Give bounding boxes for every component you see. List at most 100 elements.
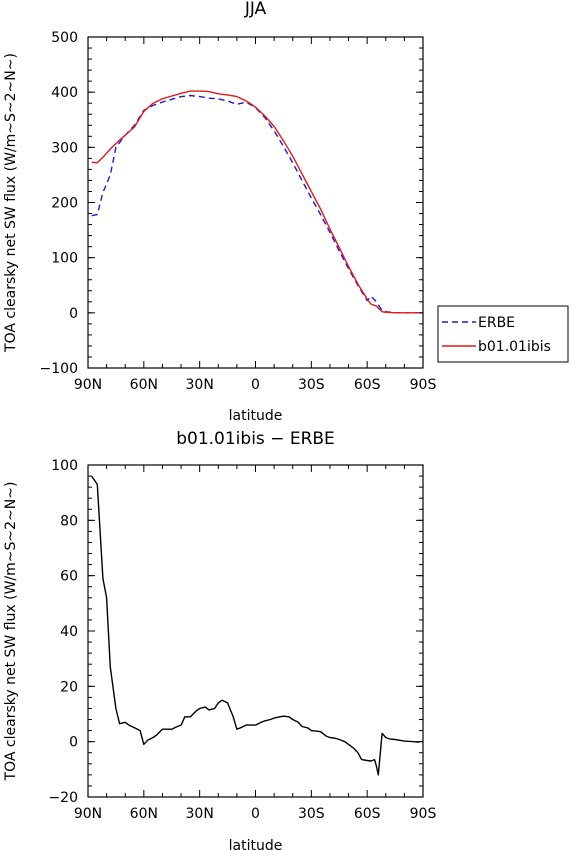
x-tick-label: 90N	[74, 377, 102, 393]
data-point	[153, 103, 154, 104]
data-point	[419, 312, 420, 313]
x-tick-label: 0	[251, 806, 260, 822]
x-axis-label: latitude	[229, 838, 283, 851]
y-tick-label: 200	[51, 196, 78, 212]
data-point	[156, 734, 157, 735]
series-line-difference	[91, 475, 420, 776]
data-point	[344, 741, 345, 742]
data-point	[329, 228, 330, 229]
data-point	[370, 303, 371, 304]
y-axis-label: TOA clearsky net SW flux (W/m~S~2~N~)	[3, 482, 19, 782]
data-point	[385, 737, 386, 738]
data-point	[376, 306, 377, 307]
data-point	[110, 148, 111, 149]
data-point	[389, 738, 390, 739]
data-point	[236, 96, 237, 97]
data-point	[404, 312, 405, 313]
data-point	[102, 157, 103, 158]
data-point	[292, 719, 293, 720]
data-point	[339, 739, 340, 740]
data-point	[184, 716, 185, 717]
data-point	[125, 722, 126, 723]
data-point	[270, 719, 271, 720]
plot-frame	[87, 36, 424, 369]
data-point	[246, 100, 247, 101]
data-point	[381, 311, 382, 312]
data-point	[385, 312, 386, 313]
data-point	[91, 475, 92, 476]
data-point	[227, 94, 228, 95]
data-point	[180, 724, 181, 725]
data-point	[274, 126, 275, 127]
data-point	[97, 214, 98, 215]
data-point	[298, 722, 299, 723]
data-point	[140, 730, 141, 731]
y-tick-label: −20	[48, 790, 78, 806]
y-axis-label: TOA clearsky net SW flux (W/m~S~2~N~)	[3, 53, 19, 353]
x-tick-label: 30S	[298, 377, 325, 393]
data-point	[378, 774, 379, 775]
data-point	[339, 247, 340, 248]
data-point	[311, 197, 312, 198]
data-point	[171, 729, 172, 730]
y-tick-label: 60	[60, 569, 78, 585]
data-point	[288, 716, 289, 717]
data-point	[354, 748, 355, 749]
data-point	[190, 716, 191, 717]
data-point	[376, 766, 377, 767]
y-tick-label: 400	[51, 85, 78, 101]
data-point	[326, 736, 327, 737]
y-tick-label: 40	[60, 624, 78, 640]
data-point	[301, 180, 302, 181]
data-point	[370, 760, 371, 761]
data-point	[162, 101, 163, 102]
data-point	[162, 98, 163, 99]
data-point	[274, 718, 275, 719]
data-point	[218, 702, 219, 703]
data-point	[335, 738, 336, 739]
data-point	[177, 726, 178, 727]
y-tick-label: 100	[51, 458, 78, 474]
data-point	[143, 744, 144, 745]
data-point	[316, 731, 317, 732]
data-point	[283, 716, 284, 717]
data-point	[208, 98, 209, 99]
x-axis-label: latitude	[229, 408, 283, 424]
data-point	[218, 93, 219, 94]
data-point	[301, 173, 302, 174]
data-point	[292, 162, 293, 163]
data-point	[91, 215, 92, 216]
data-point	[260, 722, 261, 723]
x-tick-label: 60N	[130, 377, 158, 393]
legend-label: b01.01ibis	[478, 339, 551, 355]
data-point	[214, 708, 215, 709]
legend-label: ERBE	[478, 315, 515, 331]
data-point	[236, 104, 237, 105]
data-point	[348, 266, 349, 267]
data-point	[110, 174, 111, 175]
data-point	[394, 739, 395, 740]
data-point	[274, 130, 275, 131]
y-tick-label: 0	[69, 306, 78, 322]
y-tick-label: 500	[51, 30, 78, 46]
data-point	[195, 711, 196, 712]
y-tick-label: 100	[51, 251, 78, 267]
data-point	[367, 760, 368, 761]
data-point	[357, 284, 358, 285]
data-point	[320, 209, 321, 210]
y-tick-label: 80	[60, 513, 78, 529]
y-tick-label: 300	[51, 140, 78, 156]
data-point	[283, 146, 284, 147]
data-point	[381, 733, 382, 734]
data-point	[233, 716, 234, 717]
data-point	[199, 96, 200, 97]
y-tick-label: −100	[40, 361, 78, 377]
data-point	[102, 192, 103, 193]
legend-box	[437, 305, 569, 363]
data-point	[134, 727, 135, 728]
data-point	[199, 90, 200, 91]
data-point	[153, 105, 154, 106]
data-point	[147, 740, 148, 741]
data-point	[361, 759, 362, 760]
data-point	[311, 191, 312, 192]
